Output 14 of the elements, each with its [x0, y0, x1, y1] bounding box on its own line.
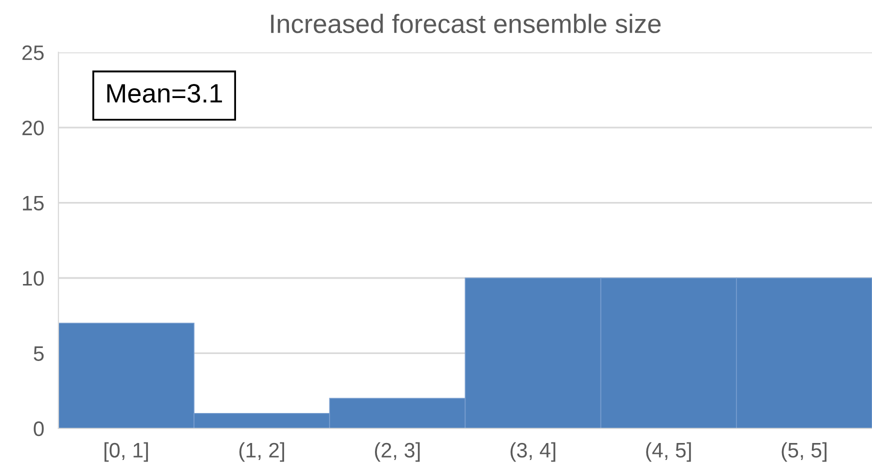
- x-tick-label: [0, 1]: [104, 442, 148, 462]
- x-tick-label: (4, 5]: [646, 442, 691, 462]
- y-tick-label: 5: [34, 346, 44, 361]
- chart-title: Increased forecast ensemble size: [271, 14, 661, 34]
- y-tick-label: 10: [22, 270, 44, 286]
- annotation: Mean=3.1: [107, 84, 222, 103]
- x-tick-label: (5, 5]: [782, 442, 826, 462]
- y-tick-label: 0: [34, 421, 44, 436]
- x-tick-label: (1, 2]: [239, 442, 284, 462]
- y-tick-label: 25: [22, 45, 44, 60]
- y-tick-label: 15: [22, 196, 44, 211]
- x-tick-label: (3, 4]: [510, 442, 556, 462]
- x-tick-label: (2, 3]: [374, 442, 420, 462]
- y-tick-label: 20: [22, 120, 44, 136]
